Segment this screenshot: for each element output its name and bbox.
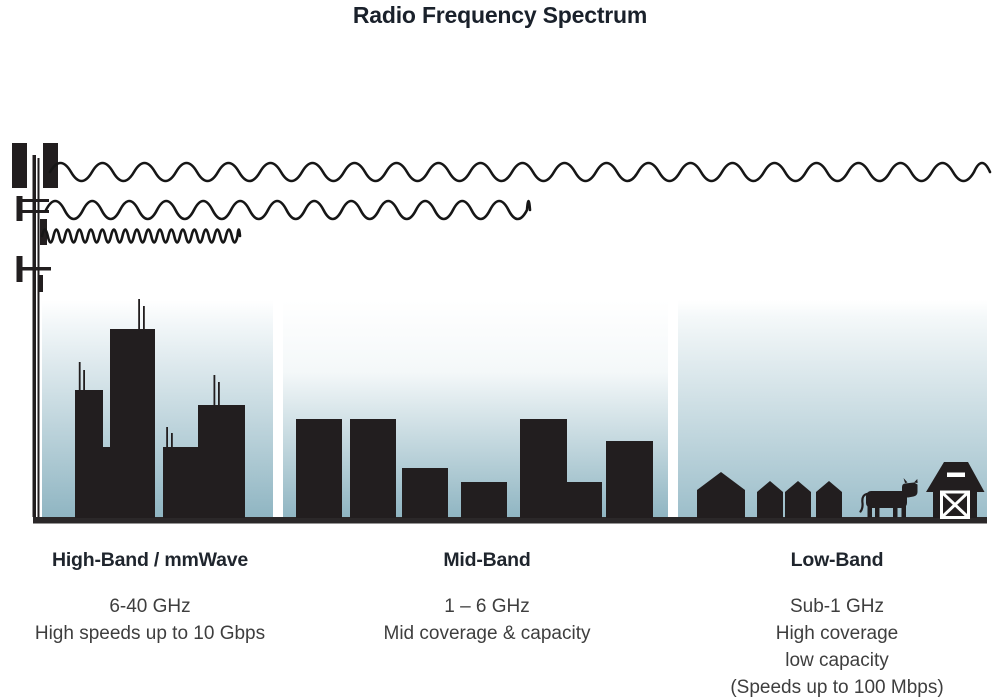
mid-band-description: Mid coverage & capacity <box>383 623 591 644</box>
antenna-mast <box>213 375 216 405</box>
low-band-name: Low-Band <box>790 549 884 571</box>
house <box>816 481 842 518</box>
antenna-mast <box>143 306 145 329</box>
building <box>103 447 110 518</box>
low-band-speed-note: (Speeds up to 100 Mbps) <box>730 677 944 698</box>
mid-band-sky-panel <box>283 300 668 518</box>
antenna-mast <box>78 362 81 390</box>
antenna-mast <box>138 299 140 329</box>
house <box>757 481 783 518</box>
medium-range-wave-icon <box>44 199 532 221</box>
mid-band-name: Mid-Band <box>443 549 531 571</box>
building <box>198 405 245 518</box>
house <box>785 481 811 518</box>
barn-door <box>940 490 970 519</box>
mid-band-frequency: 1 – 6 GHz <box>444 596 530 617</box>
antenna-mast <box>83 370 85 390</box>
antenna-mast <box>166 427 168 447</box>
antenna-mast <box>171 433 173 447</box>
building <box>110 329 155 518</box>
building <box>520 419 567 518</box>
low-band-description: High coverage <box>775 623 899 644</box>
short-range-wave-icon <box>40 228 242 244</box>
house <box>697 472 745 518</box>
houses-icon <box>697 472 842 518</box>
high-band-name: High-Band / mmWave <box>51 549 249 571</box>
low-band-description: low capacity <box>785 650 889 671</box>
antenna-mast <box>218 382 220 405</box>
building <box>163 447 198 518</box>
city-skyline-icon <box>75 299 245 518</box>
long-range-wave-icon <box>48 161 992 183</box>
mid-band-label-block: Mid-Band 1 – 6 GHz Mid coverage & capaci… <box>347 549 627 647</box>
town-skyline-icon <box>296 419 653 518</box>
building <box>606 441 653 518</box>
building <box>567 482 602 518</box>
building <box>461 482 507 518</box>
high-band-label-block: High-Band / mmWave 6-40 GHz High speeds … <box>10 549 290 647</box>
cell-tower-icon <box>12 143 58 517</box>
high-band-description: High speeds up to 10 Gbps <box>34 623 266 644</box>
low-band-label-block: Low-Band Sub-1 GHz High coverage low cap… <box>697 549 977 700</box>
building <box>75 390 103 518</box>
barn-icon <box>926 462 985 519</box>
cow-icon <box>859 478 918 518</box>
barn-loft-vent <box>947 472 965 477</box>
high-band-frequency: 6-40 GHz <box>109 596 191 617</box>
ground-line <box>33 517 987 524</box>
building <box>350 419 396 518</box>
building <box>296 419 342 518</box>
low-band-frequency: Sub-1 GHz <box>790 596 884 617</box>
page-title: Radio Frequency Spectrum <box>352 2 648 28</box>
building <box>402 468 448 518</box>
